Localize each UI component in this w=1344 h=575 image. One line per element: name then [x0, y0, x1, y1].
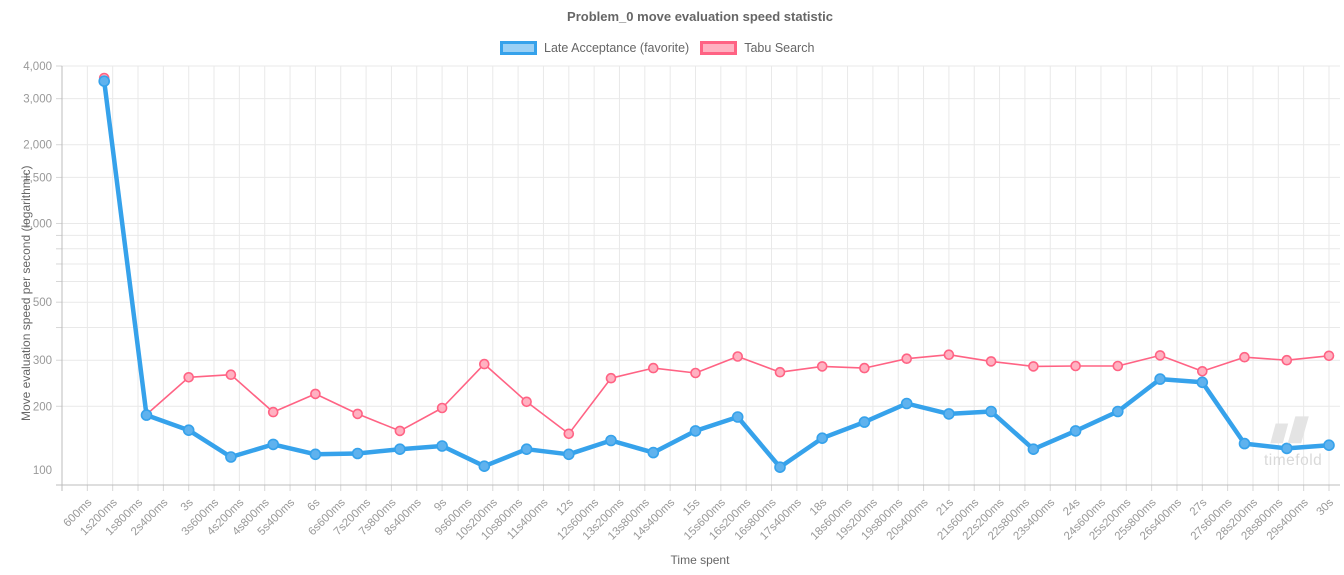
- y-tick-label: 300: [33, 355, 52, 367]
- late-acceptance-point[interactable]: [943, 408, 955, 420]
- y-tick-label: 500: [33, 297, 52, 309]
- late-acceptance-line[interactable]: [101, 78, 1332, 470]
- tabu-search-point[interactable]: [1070, 360, 1081, 372]
- series-tabu-search: [98, 72, 1335, 440]
- y-tick-label: 4,000: [23, 61, 52, 73]
- legend-swatch-tabu-search: [700, 41, 738, 55]
- y-tick-label: 1,500: [23, 172, 52, 184]
- x-tick-label: 21s: [934, 496, 956, 518]
- axes-lines: [56, 66, 1340, 491]
- tabu-search-point[interactable]: [985, 356, 997, 367]
- late-acceptance-point[interactable]: [394, 443, 406, 456]
- timefold-logo-icon: [1270, 416, 1309, 444]
- chart-title: Problem_0 move evaluation speed statisti…: [567, 9, 833, 24]
- late-acceptance-point[interactable]: [140, 409, 153, 421]
- late-acceptance-point[interactable]: [562, 448, 575, 461]
- tabu-search-point[interactable]: [690, 367, 701, 379]
- tabu-search-point[interactable]: [563, 428, 575, 440]
- legend-item-late-acceptance[interactable]: Late Acceptance (favorite): [500, 41, 689, 55]
- tabu-search-point[interactable]: [1112, 360, 1124, 372]
- late-acceptance-point[interactable]: [731, 411, 744, 423]
- tabu-search-point[interactable]: [436, 402, 448, 414]
- tabu-search-point[interactable]: [394, 425, 406, 437]
- x-tick-label: 9s: [432, 496, 449, 513]
- late-acceptance-point[interactable]: [351, 447, 364, 460]
- tabu-search-point[interactable]: [267, 406, 279, 418]
- late-acceptance-point[interactable]: [309, 448, 322, 461]
- tabu-search-point[interactable]: [732, 351, 744, 362]
- tabu-search-point[interactable]: [225, 369, 237, 381]
- tabu-search-point[interactable]: [183, 371, 194, 383]
- late-acceptance-point[interactable]: [1281, 442, 1293, 455]
- x-tick-label: 12s: [554, 496, 576, 518]
- late-acceptance-point[interactable]: [1323, 439, 1335, 452]
- tabu-search-point[interactable]: [943, 349, 955, 361]
- tabu-search-point[interactable]: [310, 388, 321, 400]
- late-acceptance-point[interactable]: [478, 460, 491, 473]
- late-acceptance-point[interactable]: [225, 451, 237, 463]
- tabu-search-point[interactable]: [901, 353, 913, 365]
- late-acceptance-point[interactable]: [1238, 437, 1251, 450]
- legend-swatch-late-acceptance: [500, 41, 537, 55]
- late-acceptance-point[interactable]: [1027, 443, 1040, 456]
- tabu-search-point[interactable]: [352, 408, 363, 420]
- x-tick-label: 6s: [305, 496, 322, 513]
- late-acceptance-point[interactable]: [436, 440, 448, 452]
- x-tick-label: 15s: [681, 496, 703, 518]
- late-acceptance-point[interactable]: [647, 446, 660, 459]
- tabu-search-point[interactable]: [859, 362, 870, 374]
- y-tick-label: 100: [33, 465, 52, 477]
- timefold-watermark-text: timefold: [1264, 452, 1323, 469]
- late-acceptance-point[interactable]: [1069, 425, 1082, 437]
- x-axis-title: Time spent: [670, 553, 730, 567]
- y-axis-title: Move evaluation speed per second (logari…: [19, 165, 33, 421]
- tabu-search-point[interactable]: [1323, 350, 1335, 362]
- tabu-search-point[interactable]: [774, 366, 786, 378]
- legend: Late Acceptance (favorite) Tabu Search: [500, 40, 814, 56]
- legend-label-tabu-search: Tabu Search: [744, 41, 815, 55]
- x-tick-label: 30s: [1315, 496, 1337, 518]
- x-tick-label: 27s: [1188, 496, 1210, 518]
- y-tick-label: 3,000: [23, 94, 52, 106]
- tabu-search-point[interactable]: [647, 362, 659, 374]
- series-late-acceptance: [98, 75, 1335, 474]
- tabu-search-point[interactable]: [1197, 365, 1208, 377]
- late-acceptance-point[interactable]: [520, 443, 533, 456]
- y-tick-labels: 100 200 300 500 1,000 1,500 2,000 3,000 4,000: [23, 61, 52, 477]
- tabu-search-point[interactable]: [521, 396, 532, 408]
- tabu-search-point[interactable]: [1281, 354, 1293, 366]
- late-acceptance-point[interactable]: [1196, 376, 1209, 389]
- late-acceptance-point[interactable]: [98, 75, 110, 87]
- tabu-search-line[interactable]: [103, 77, 1330, 435]
- y-tick-label: 200: [33, 401, 52, 413]
- x-tick-label: 18s: [808, 496, 830, 518]
- x-tick-label: 3s: [179, 496, 196, 513]
- late-acceptance-point[interactable]: [816, 432, 829, 445]
- timefold-watermark: timefold: [1262, 411, 1342, 470]
- late-acceptance-point[interactable]: [267, 438, 280, 451]
- late-acceptance-point[interactable]: [858, 416, 871, 428]
- late-acceptance-point[interactable]: [985, 405, 997, 418]
- late-acceptance-point[interactable]: [1112, 405, 1124, 418]
- tabu-search-point[interactable]: [1154, 350, 1166, 361]
- tabu-search-point[interactable]: [1028, 361, 1039, 372]
- y-tick-label: 1,000: [23, 218, 52, 230]
- late-acceptance-point[interactable]: [689, 425, 702, 437]
- late-acceptance-point[interactable]: [182, 424, 195, 437]
- legend-label-late-acceptance: Late Acceptance (favorite): [544, 41, 690, 55]
- legend-item-tabu-search[interactable]: Tabu Search: [700, 41, 814, 55]
- tabu-search-point[interactable]: [1239, 351, 1250, 363]
- late-acceptance-point[interactable]: [774, 461, 786, 474]
- y-tick-label: 2,000: [23, 140, 52, 152]
- x-tick-label: 24s: [1061, 496, 1083, 518]
- late-acceptance-point[interactable]: [1154, 373, 1166, 385]
- late-acceptance-point[interactable]: [605, 434, 617, 447]
- tabu-search-point[interactable]: [478, 358, 490, 370]
- tabu-search-point[interactable]: [816, 361, 828, 372]
- late-acceptance-point[interactable]: [900, 397, 913, 410]
- tabu-search-point[interactable]: [605, 372, 617, 384]
